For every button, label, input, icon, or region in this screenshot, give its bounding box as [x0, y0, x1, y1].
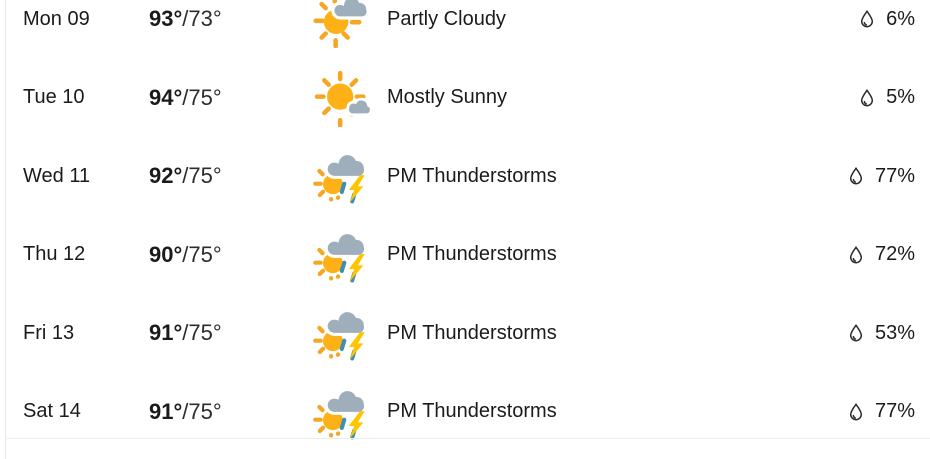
condition-phrase: PM Thunderstorms — [387, 321, 557, 344]
droplet-icon — [846, 402, 866, 422]
low-temp: 75° — [188, 241, 222, 267]
droplet-icon — [846, 245, 866, 265]
temperature: 90°/75° — [149, 242, 303, 268]
low-temp: 75° — [188, 320, 222, 346]
pm-thunderstorms-icon — [303, 226, 381, 284]
high-temp: 93° — [149, 6, 183, 32]
precipitation: 72% — [846, 243, 915, 266]
forecast-row[interactable]: Wed 11 92°/75° PM Thunderstorms 77% — [6, 137, 930, 216]
forecast-row[interactable]: Mon 09 93°/73° Partly Cloudy 6% — [6, 0, 930, 59]
condition-phrase: PM Thunderstorms — [387, 243, 557, 266]
day-label: Mon 09 — [23, 7, 90, 30]
temperature: 94°/75° — [149, 85, 303, 111]
forecast-row[interactable]: Thu 12 90°/75° PM Thunderstorms 72% — [6, 216, 930, 295]
mostly-sunny-icon — [303, 69, 381, 127]
precip-percent: 5% — [886, 86, 915, 109]
droplet-icon — [846, 166, 866, 186]
forecast-list: Mon 09 93°/73° Partly Cloudy 6% Tue 10 9… — [5, 0, 930, 459]
condition-phrase: Partly Cloudy — [387, 7, 506, 30]
temp-separator: / — [182, 320, 189, 346]
precip-percent: 72% — [874, 243, 915, 266]
temperature: 91°/75° — [149, 320, 303, 346]
condition-phrase: Mostly Sunny — [387, 86, 508, 109]
temperature: 93°/73° — [149, 6, 303, 32]
precipitation: 77% — [846, 400, 915, 423]
temp-separator: / — [182, 84, 189, 110]
temp-separator: / — [182, 241, 189, 267]
precipitation: 5% — [857, 86, 915, 109]
temp-separator: / — [182, 6, 189, 32]
droplet-icon — [857, 9, 877, 29]
day-label: Thu 12 — [23, 243, 86, 266]
precipitation: 53% — [846, 322, 915, 345]
precip-percent: 53% — [874, 321, 915, 344]
forecast-row[interactable]: Sat 14 91°/75° PM Thunderstorms 77% — [6, 373, 930, 452]
pm-thunderstorms-icon — [303, 383, 381, 441]
low-temp: 73° — [188, 6, 222, 32]
forecast-row[interactable]: Tue 10 94°/75° Mostly Sunny 5% — [6, 59, 930, 138]
high-temp: 90° — [149, 241, 183, 267]
condition-phrase: PM Thunderstorms — [387, 400, 557, 423]
list-bottom-divider — [5, 438, 930, 439]
forecast-row[interactable]: Fri 13 91°/75° PM Thunderstorms 53% — [6, 294, 930, 373]
temperature: 91°/75° — [149, 399, 303, 425]
temp-separator: / — [182, 163, 189, 189]
day-label: Fri 13 — [23, 321, 75, 344]
temperature: 92°/75° — [149, 163, 303, 189]
pm-thunderstorms-icon — [303, 304, 381, 362]
precipitation: 6% — [857, 8, 915, 31]
high-temp: 91° — [149, 320, 183, 346]
temp-separator: / — [182, 398, 189, 424]
condition-phrase: PM Thunderstorms — [387, 164, 557, 187]
day-label: Sat 14 — [23, 400, 81, 423]
low-temp: 75° — [188, 398, 222, 424]
droplet-icon — [857, 88, 877, 108]
high-temp: 91° — [149, 398, 183, 424]
low-temp: 75° — [188, 84, 222, 110]
precip-percent: 77% — [874, 164, 915, 187]
low-temp: 75° — [188, 163, 222, 189]
pm-thunderstorms-icon — [303, 147, 381, 205]
high-temp: 92° — [149, 163, 183, 189]
precip-percent: 77% — [874, 400, 915, 423]
high-temp: 94° — [149, 84, 183, 110]
partly-cloudy-icon — [303, 0, 381, 49]
precip-percent: 6% — [886, 7, 915, 30]
day-label: Tue 10 — [23, 86, 85, 109]
day-label: Wed 11 — [23, 164, 91, 187]
precipitation: 77% — [846, 165, 915, 188]
droplet-icon — [846, 323, 866, 343]
